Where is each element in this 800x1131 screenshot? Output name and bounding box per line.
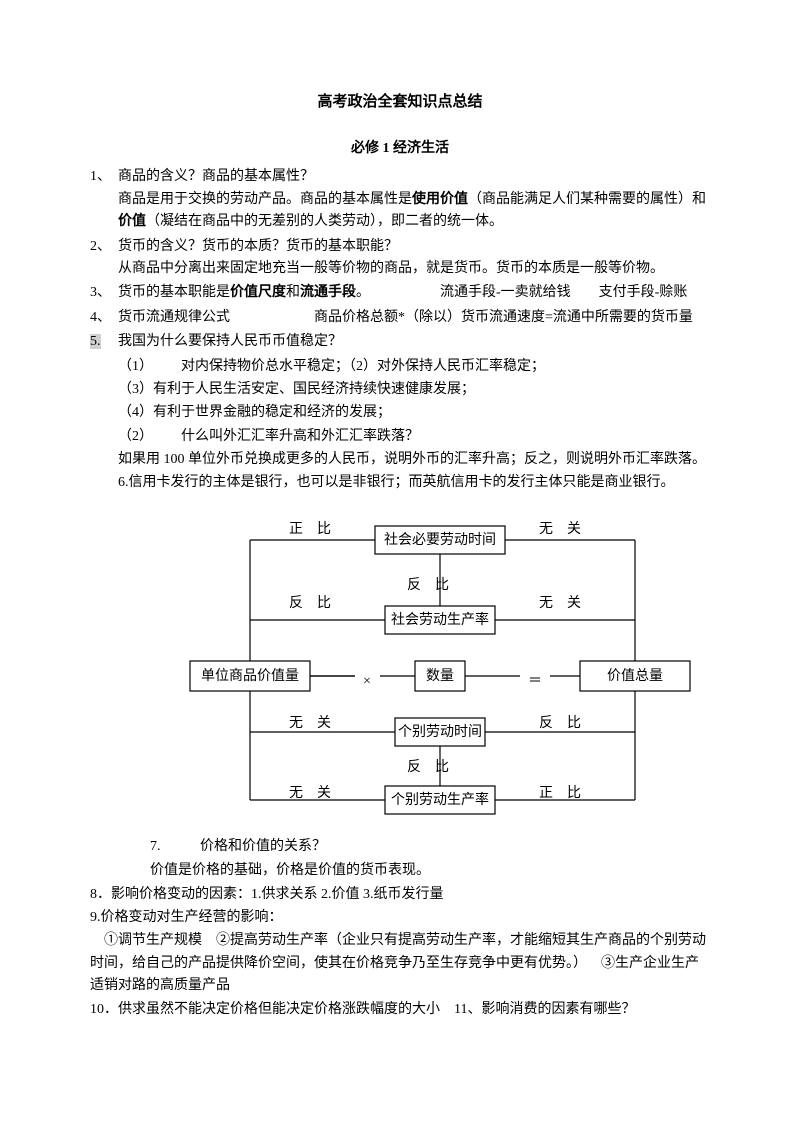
svg-text:无 关: 无 关 xyxy=(539,521,581,537)
item-4: 4、 货币流通规律公式 商品价格总额*（除以）货币流通速度=流通中所需要的货币量 xyxy=(90,307,710,329)
item-body: 我国为什么要保持人民币币值稳定？ xyxy=(118,331,710,353)
page-title: 高考政治全套知识点总结 xyxy=(90,90,710,114)
bold: 价值 xyxy=(118,214,146,229)
answer-line: 价值是价格的基础，价格是价值的货币表现。 xyxy=(90,860,710,882)
t: 货币的基本职能是 xyxy=(118,285,230,300)
item-body: 货币流通规律公式 商品价格总额*（除以）货币流通速度=流通中所需要的货币量 xyxy=(118,307,710,329)
item-1: 1、 商品的含义？商品的基本属性？ 商品是用于交换的劳动产品。商品的基本属性是使… xyxy=(90,166,710,233)
item-body: 商品的含义？商品的基本属性？ 商品是用于交换的劳动产品。商品的基本属性是使用价值… xyxy=(118,166,710,233)
item-5: 5. 我国为什么要保持人民币币值稳定？ xyxy=(90,331,710,353)
a: 从商品中分离出来固定地充当一般等价物的商品，就是货币。货币的本质是一般等价物。 xyxy=(118,258,710,280)
bold: 使用价值 xyxy=(412,192,468,207)
svg-text:正 比: 正 比 xyxy=(289,521,331,537)
bold: 价值尺度 xyxy=(230,285,286,300)
svg-text:反 比: 反 比 xyxy=(407,759,449,775)
item-2: 2、 货币的含义？货币的本质？货币的基本职能？ 从商品中分离出来固定地充当一般等… xyxy=(90,236,710,281)
svg-text:正 比: 正 比 xyxy=(539,785,581,801)
item-3: 3、 货币的基本职能是价值尺度和流通手段。 流通手段-一卖就给钱 支付手段-赊账 xyxy=(90,282,710,304)
t: 。 流通手段-一卖就给钱 支付手段-赊账 xyxy=(356,285,687,300)
item-8: 8．影响价格变动的因素：1.供求关系 2.价值 3.纸币发行量 xyxy=(90,884,710,906)
sub-line: 如果用 100 单位外币兑换成更多的人民币，说明外币的汇率升高；反之，则说明外币… xyxy=(90,449,710,471)
svg-text:价值总量: 价值总量 xyxy=(607,668,663,684)
sub-line: （1） 对内保持物价总水平稳定；（2）对外保持人民币汇率稳定； xyxy=(90,356,710,378)
item-number: 2、 xyxy=(90,236,118,281)
item-9b: ①调节生产规模 ②提高劳动生产率（企业只有提高劳动生产率，才能缩短其生产商品的个… xyxy=(90,930,710,997)
q: 货币的含义？货币的本质？货币的基本职能？ xyxy=(118,236,710,258)
svg-text:个别劳动生产率: 个别劳动生产率 xyxy=(391,791,489,808)
sub-line: （3）有利于人民生活安定、国民经济持续快速健康发展； xyxy=(90,379,710,401)
svg-text:个别劳动时间: 个别劳动时间 xyxy=(398,724,482,740)
item-number: 3、 xyxy=(90,282,118,304)
item-number: 5. xyxy=(90,331,118,353)
relations-diagram: 社会必要劳动时间社会劳动生产率单位商品价值量 数量 价值总量个别劳动时间个别劳动生产… xyxy=(160,506,720,826)
a: 商品是用于交换的劳动产品。商品的基本属性是使用价值（商品能满足人们某种需要的属性… xyxy=(118,189,710,234)
item-body: 货币的基本职能是价值尺度和流通手段。 流通手段-一卖就给钱 支付手段-赊账 xyxy=(118,282,710,304)
item-number: 7. xyxy=(150,836,200,858)
svg-text:＝: ＝ xyxy=(528,674,542,689)
t: 和 xyxy=(286,285,300,300)
item-7: 7. 价格和价值的关系？ xyxy=(90,836,710,858)
item-10: 10．供求虽然不能决定价格但能决定价格涨跌幅度的大小 11、影响消费的因素有哪些… xyxy=(90,999,710,1021)
svg-text:反 比: 反 比 xyxy=(407,577,449,593)
sub-line: 6.信用卡发行的主体是银行，也可以是非银行；而英航信用卡的发行主体只能是商业银行… xyxy=(90,472,710,494)
item-9: 9.价格变动对生产经营的影响： xyxy=(90,907,710,929)
q: 商品的含义？商品的基本属性？ xyxy=(118,166,710,188)
section-subtitle: 必修 1 经济生活 xyxy=(90,138,710,160)
hl-num: 5. xyxy=(90,334,101,349)
svg-text:反 比: 反 比 xyxy=(289,595,331,611)
item-body: 价格和价值的关系？ xyxy=(200,836,710,858)
bold: 流通手段 xyxy=(300,285,356,300)
item-number: 4、 xyxy=(90,307,118,329)
t: 商品是用于交换的劳动产品。商品的基本属性是 xyxy=(118,192,412,207)
t: （凝结在商品中的无差别的人类劳动），即二者的统一体。 xyxy=(146,214,503,229)
svg-text:社会劳动生产率: 社会劳动生产率 xyxy=(391,611,489,628)
svg-text:无 关: 无 关 xyxy=(539,595,581,611)
svg-text:反 比: 反 比 xyxy=(539,715,581,731)
svg-text:数量: 数量 xyxy=(426,668,454,684)
sub-line: （2） 什么叫外汇汇率升高和外汇汇率跌落？ xyxy=(90,426,710,448)
item-body: 货币的含义？货币的本质？货币的基本职能？ 从商品中分离出来固定地充当一般等价物的… xyxy=(118,236,710,281)
svg-text:无 关: 无 关 xyxy=(289,715,331,731)
svg-text:单位商品价值量: 单位商品价值量 xyxy=(201,668,299,684)
item-number: 1、 xyxy=(90,166,118,233)
svg-text:×: × xyxy=(363,674,371,689)
sub-line: （4）有利于世界金融的稳定和经济的发展； xyxy=(90,402,710,424)
diagram-container: 社会必要劳动时间社会劳动生产率单位商品价值量 数量 价值总量个别劳动时间个别劳动生产… xyxy=(90,496,710,836)
svg-text:无 关: 无 关 xyxy=(289,785,331,801)
t: （商品能满足人们某种需要的属性）和 xyxy=(468,192,706,207)
svg-text:社会必要劳动时间: 社会必要劳动时间 xyxy=(384,532,496,548)
